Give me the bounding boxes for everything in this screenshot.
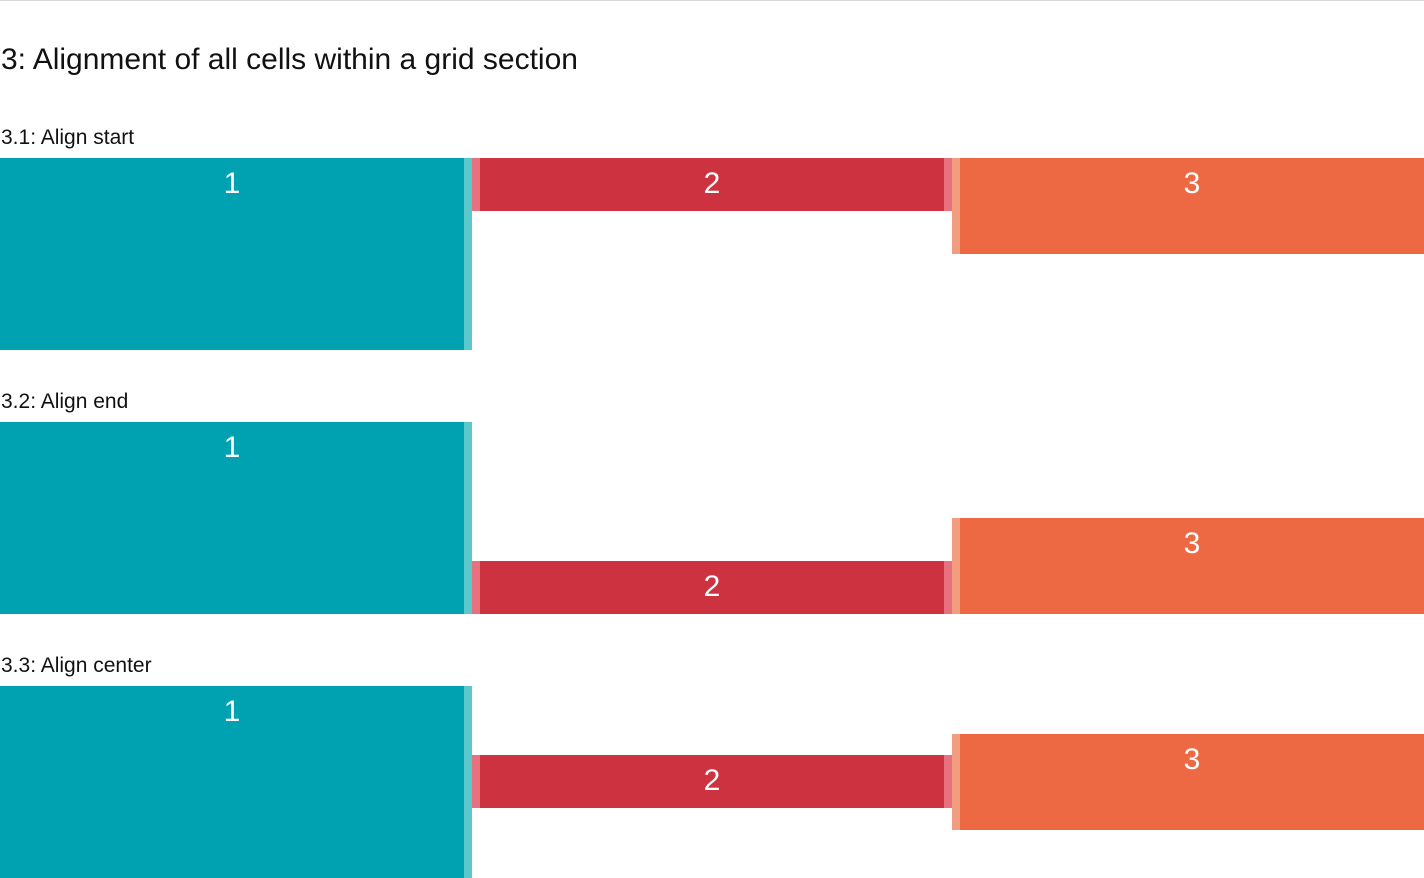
grid-cell-1: 1: [0, 422, 472, 614]
grid-cell-2: 2: [472, 755, 952, 808]
grid-cell-1: 1: [0, 158, 472, 350]
cell-label: 3: [1183, 167, 1201, 200]
section-title: 3.3: Align center: [1, 654, 152, 677]
grid-cell-1: 1: [0, 686, 472, 878]
cell-label: 1: [223, 167, 241, 200]
grid-section: 1 2 3: [0, 158, 1424, 350]
page-title: 3: Alignment of all cells within a grid …: [1, 43, 578, 76]
cell-label: 1: [223, 431, 241, 464]
grid-cell-3: 3: [952, 734, 1424, 830]
grid-section: 1 2 3: [0, 686, 1424, 878]
cell-label: 2: [703, 570, 721, 603]
grid-section: 1 2 3: [0, 422, 1424, 614]
cell-label: 3: [1183, 743, 1201, 776]
grid-cell-2: 2: [472, 158, 952, 211]
grid-cell-3: 3: [952, 518, 1424, 614]
cell-label: 2: [703, 167, 721, 200]
section-title: 3.2: Align end: [1, 390, 129, 413]
cell-label: 1: [223, 695, 241, 728]
cell-label: 3: [1183, 527, 1201, 560]
grid-cell-2: 2: [472, 561, 952, 614]
grid-cell-3: 3: [952, 158, 1424, 254]
cell-label: 2: [703, 764, 721, 797]
top-divider: [0, 0, 1424, 1]
section-title: 3.1: Align start: [1, 126, 135, 149]
